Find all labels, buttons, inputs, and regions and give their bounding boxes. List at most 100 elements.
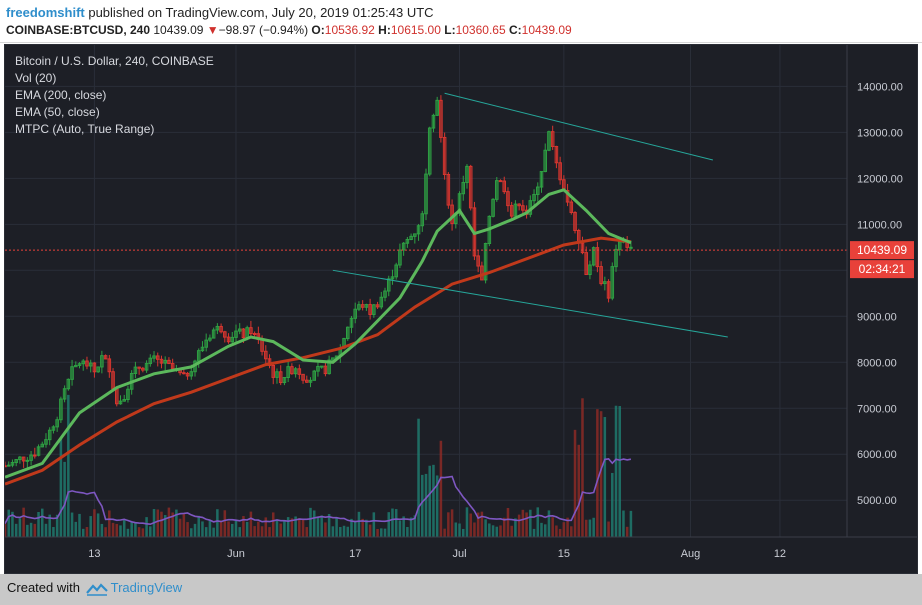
candle-body [40, 443, 45, 448]
volume-bar [331, 526, 335, 537]
channel-lower-line[interactable] [332, 269, 728, 338]
candle-body [59, 398, 63, 421]
candle-body [588, 264, 592, 276]
low-value: 10360.65 [455, 23, 506, 37]
volume-bar [208, 520, 212, 537]
candle-body [521, 205, 525, 211]
volume-bar [55, 514, 59, 537]
candle-body [349, 317, 354, 328]
volume-bar [536, 507, 540, 537]
candle-body [159, 358, 164, 364]
volume-bar [421, 474, 424, 537]
volume-bar [44, 523, 48, 537]
legend-item[interactable]: EMA (200, close) [15, 88, 106, 102]
candle-body [446, 173, 451, 206]
volume-bar [96, 513, 100, 537]
candle-body [278, 371, 283, 384]
candle-body [185, 372, 190, 377]
volume-bar [365, 519, 368, 537]
legend-item[interactable]: EMA (50, close) [15, 105, 100, 119]
open-value: 10536.92 [324, 23, 375, 37]
candle-body [33, 454, 37, 457]
volume-bar [48, 514, 51, 537]
created-with-label: Created with [7, 580, 80, 595]
volume-bar [387, 512, 391, 537]
time-axis[interactable]: 13 Jun 17 Jul 15 Aug 12 [88, 548, 786, 560]
open-label: O: [311, 23, 325, 37]
volume-bar [603, 417, 607, 537]
volume-bar [465, 507, 469, 537]
price-tick-label: 14000.00 [857, 81, 903, 93]
candle-body [74, 364, 78, 368]
price-tick-label: 5000.00 [857, 495, 897, 507]
volume-bar [309, 507, 312, 537]
legend-item[interactable]: Bitcoin / U.S. Dollar, 240, COINBASE [15, 54, 214, 68]
candle-body [167, 359, 171, 365]
volume-bar [245, 521, 249, 537]
volume-bar [380, 528, 383, 537]
candle-body [599, 266, 603, 285]
volume-bar [346, 526, 350, 537]
price-tick-label: 13000.00 [857, 127, 903, 139]
volume-bar [514, 518, 517, 537]
price-tick-label: 7000.00 [857, 403, 897, 415]
volume-bar [614, 405, 618, 537]
volume-bar [447, 512, 450, 537]
candle-body [420, 213, 425, 227]
volume-bar [473, 522, 476, 537]
volume-bar [525, 512, 528, 537]
volume-bar [391, 508, 394, 537]
candle-body [517, 203, 521, 207]
candle-body [390, 276, 395, 280]
candle-body [573, 211, 577, 231]
volume-bar [149, 526, 152, 537]
channel-upper-line[interactable] [444, 92, 713, 161]
tradingview-brand-link[interactable]: TradingView [110, 580, 183, 595]
candle-body [223, 331, 227, 338]
candle-body [103, 355, 108, 360]
high-value: 10615.00 [390, 23, 441, 37]
volume-bar [484, 519, 487, 537]
candle-body [144, 363, 149, 371]
author-name[interactable]: freedomshift [6, 5, 85, 20]
candle-body [353, 308, 357, 319]
volume-bar [190, 528, 193, 537]
price-tick-label: 11000.00 [857, 219, 902, 231]
volume-bar [368, 524, 372, 537]
volume-bar [216, 509, 219, 537]
price-chart[interactable]: 5000.006000.007000.008000.009000.0010000… [3, 45, 917, 573]
volume-bar [283, 521, 286, 537]
time-tick-label: Aug [681, 548, 701, 560]
candle-body [506, 191, 510, 207]
candle-body [413, 233, 417, 237]
candle-body [383, 290, 387, 298]
candle-body [345, 326, 350, 339]
candle-body [591, 247, 596, 266]
candle-body [107, 358, 112, 373]
candle-body [36, 446, 41, 456]
volume-bar [126, 528, 130, 537]
volume-bar [629, 510, 633, 537]
volume-bar [204, 527, 208, 537]
indicator-legend[interactable]: Bitcoin / U.S. Dollar, 240, COINBASE Vol … [15, 54, 214, 136]
legend-item[interactable]: MTPC (Auto, True Range) [15, 122, 154, 136]
candle-body [293, 368, 298, 375]
volume-bar [502, 517, 506, 537]
time-axis-bg [5, 537, 917, 573]
chart-panel[interactable]: 5000.006000.007000.008000.009000.0010000… [3, 44, 918, 574]
volume-bar [491, 525, 495, 537]
price-axis-bg [847, 45, 917, 573]
volume-bar [3, 523, 7, 537]
volume-bar [130, 521, 133, 537]
candle-body [416, 225, 421, 235]
volume-bar [353, 521, 357, 537]
candle-body [379, 296, 384, 308]
candle-body [375, 304, 380, 308]
candle-body [502, 180, 507, 193]
volume-bar [301, 518, 305, 537]
candle-body [316, 365, 320, 372]
legend-item[interactable]: Vol (20) [15, 71, 56, 85]
candle-body [629, 246, 633, 249]
candle-body [271, 364, 276, 378]
time-tick-label: 12 [774, 548, 786, 560]
